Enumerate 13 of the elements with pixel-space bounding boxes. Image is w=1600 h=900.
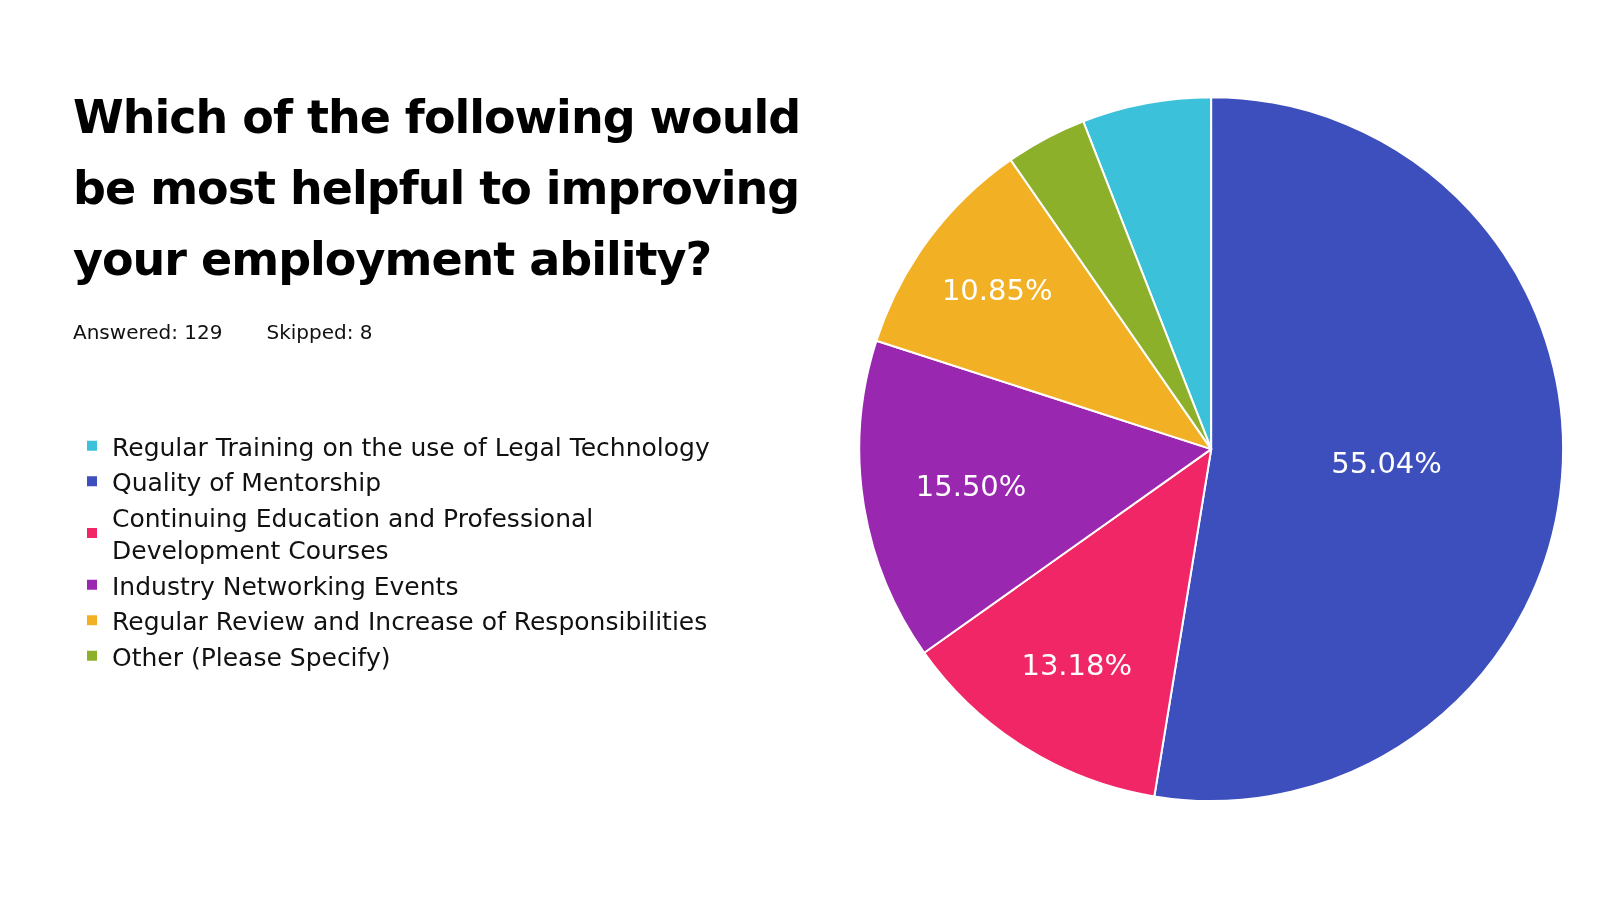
legend-label: Regular Training on the use of Legal Technology <box>112 432 710 462</box>
data-label: 15.50% <box>915 468 1027 503</box>
text: Answered: 129 <box>73 320 223 344</box>
text: Skipped: 8 <box>266 320 373 344</box>
data-label: 13.18% <box>1021 647 1132 682</box>
legend-label: Other (Please Specify) <box>112 642 391 672</box>
legend-label: Quality of Mentorship <box>112 468 382 497</box>
data-label: 10.85% <box>941 273 1053 308</box>
legend-label: Regular Review and Increase of Responsibilities <box>112 607 708 636</box>
text: Which of the following would be most helpful to improving your employment ability? <box>73 89 802 288</box>
data-label: 55.04% <box>1331 446 1442 481</box>
legend-label: Industry Networking Events <box>112 571 459 601</box>
legend-label: Continuing Education and Professional Development Courses <box>112 503 594 565</box>
